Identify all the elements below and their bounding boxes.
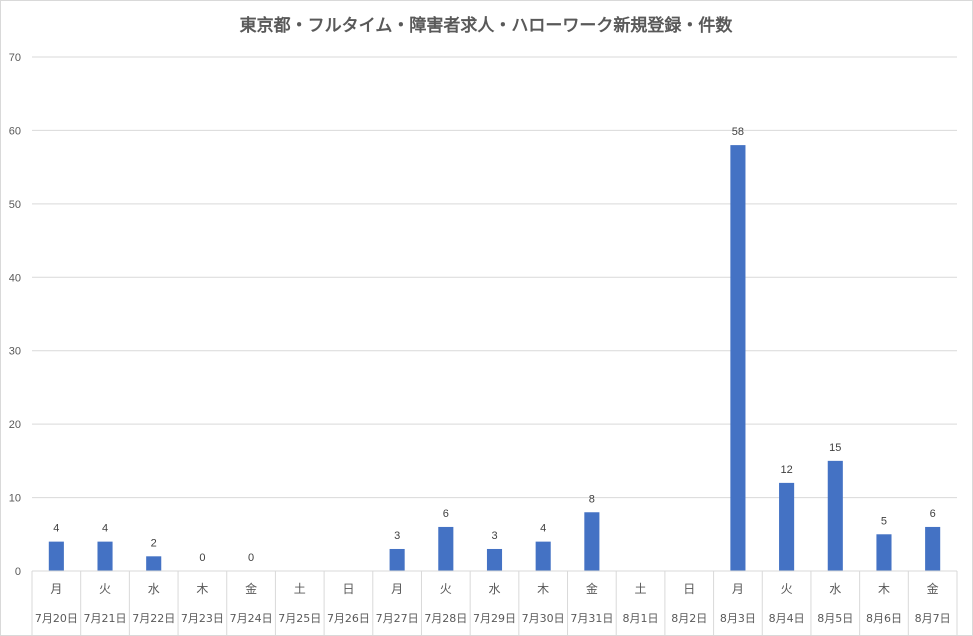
x-tick-date: 8月5日 bbox=[817, 612, 853, 625]
x-tick-weekday: 日 bbox=[342, 582, 354, 596]
x-tick-date: 8月1日 bbox=[623, 612, 659, 625]
y-tick-label: 60 bbox=[9, 125, 21, 137]
y-tick-label: 20 bbox=[9, 419, 21, 431]
bar bbox=[730, 145, 746, 571]
x-tick-weekday: 金 bbox=[586, 581, 598, 596]
chart-title: 東京都・フルタイム・障害者求人・ハローワーク新規登録・件数 bbox=[240, 15, 734, 36]
y-axis-ticks: 0 10 20 30 40 50 60 70 bbox=[9, 52, 21, 578]
x-tick-weekday: 月 bbox=[732, 582, 744, 596]
x-tick-weekday: 水 bbox=[488, 582, 500, 596]
bars bbox=[48, 145, 941, 571]
x-tick-weekday: 火 bbox=[781, 582, 793, 596]
data-label: 4 bbox=[102, 523, 108, 535]
x-tick-date: 8月2日 bbox=[671, 612, 707, 625]
x-tick-date: 7月21日 bbox=[84, 612, 127, 625]
bar bbox=[535, 541, 551, 571]
bar bbox=[438, 526, 454, 571]
x-tick-date: 8月7日 bbox=[915, 612, 951, 625]
bar bbox=[146, 556, 162, 571]
x-tick-date: 7月22日 bbox=[132, 612, 175, 625]
x-tick-date: 7月30日 bbox=[522, 612, 565, 625]
data-label: 6 bbox=[930, 508, 936, 520]
bar bbox=[97, 541, 113, 571]
bar bbox=[876, 534, 892, 571]
y-tick-label: 40 bbox=[9, 272, 21, 284]
y-tick-label: 70 bbox=[9, 52, 21, 64]
data-label: 6 bbox=[443, 508, 449, 520]
data-label: 4 bbox=[53, 523, 59, 535]
data-label: 12 bbox=[780, 464, 792, 476]
x-tick-date: 7月29日 bbox=[473, 612, 516, 625]
x-tick-weekday: 金 bbox=[245, 581, 257, 596]
x-tick-weekday: 水 bbox=[829, 582, 841, 596]
bar bbox=[48, 541, 64, 571]
x-tick-weekday: 月 bbox=[50, 582, 62, 596]
x-tick-date: 7月31日 bbox=[570, 612, 613, 625]
data-label: 4 bbox=[540, 523, 546, 535]
x-tick-weekday: 木 bbox=[878, 582, 890, 596]
gridlines bbox=[32, 56, 957, 572]
x-tick-date: 7月23日 bbox=[181, 612, 224, 625]
x-tick-date: 8月3日 bbox=[720, 612, 756, 625]
bar bbox=[925, 526, 941, 571]
x-tick-weekday: 月 bbox=[391, 582, 403, 596]
data-label: 3 bbox=[491, 530, 497, 542]
data-label: 2 bbox=[151, 537, 157, 549]
x-tick-date: 7月24日 bbox=[230, 612, 273, 625]
y-tick-label: 0 bbox=[15, 566, 21, 578]
x-tick-weekday: 日 bbox=[683, 582, 695, 596]
x-tick-date: 7月28日 bbox=[424, 612, 467, 625]
data-label: 5 bbox=[881, 515, 887, 527]
bar bbox=[389, 548, 405, 571]
x-tick-date: 7月27日 bbox=[376, 612, 419, 625]
data-label: 58 bbox=[732, 126, 744, 138]
bar bbox=[584, 512, 600, 571]
data-labels: 4 4 2 0 0 3 6 3 4 8 58 12 15 5 6 bbox=[53, 126, 935, 564]
data-label: 0 bbox=[248, 552, 254, 564]
x-tick-weekday: 水 bbox=[148, 582, 160, 596]
x-tick-weekday: 火 bbox=[440, 582, 452, 596]
x-tick-weekday: 木 bbox=[196, 582, 208, 596]
bar bbox=[486, 548, 503, 571]
x-tick-date: 7月26日 bbox=[327, 612, 370, 625]
data-label: 15 bbox=[829, 442, 841, 454]
x-tick-weekday: 金 bbox=[927, 581, 939, 596]
y-tick-label: 50 bbox=[9, 199, 21, 211]
data-label: 0 bbox=[199, 552, 205, 564]
data-label: 8 bbox=[589, 493, 595, 505]
x-tick-weekday: 土 bbox=[294, 582, 306, 596]
bar bbox=[827, 460, 843, 571]
x-tick-date: 8月6日 bbox=[866, 612, 902, 625]
x-tick-date: 7月25日 bbox=[278, 612, 321, 625]
y-tick-label: 30 bbox=[9, 346, 21, 358]
bar bbox=[779, 482, 795, 571]
x-tick-date: 7月20日 bbox=[35, 612, 78, 625]
x-tick-weekday: 火 bbox=[99, 582, 111, 596]
x-tick-date: 8月4日 bbox=[769, 612, 805, 625]
x-axis: 月 7月20日 火 7月21日 水 7月22日 木 7月23日 金 7月24日 土 7月25日 日 7月2… bbox=[31, 570, 958, 636]
x-tick-weekday: 土 bbox=[635, 582, 647, 596]
x-tick-weekday: 木 bbox=[537, 582, 549, 596]
data-label: 3 bbox=[394, 530, 400, 542]
y-tick-label: 10 bbox=[9, 493, 21, 505]
